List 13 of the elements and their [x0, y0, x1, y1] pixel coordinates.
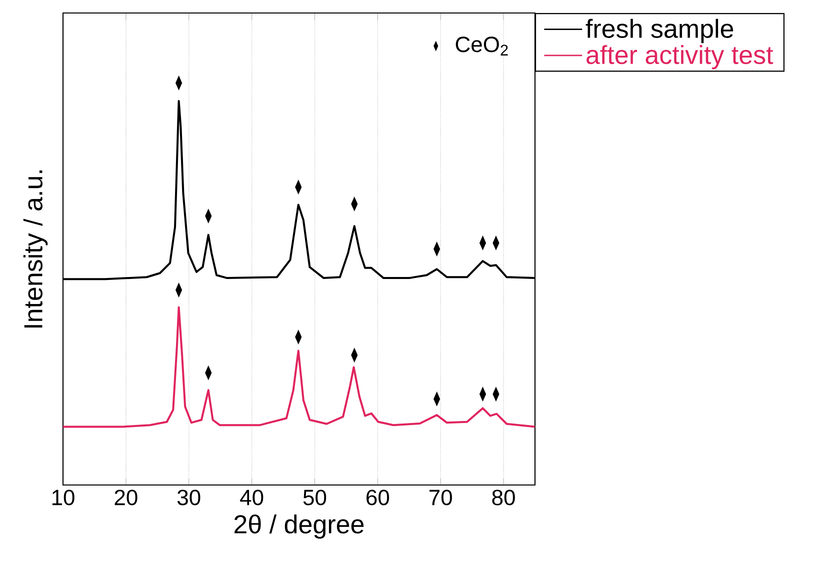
x-tick-label: 20: [114, 490, 138, 506]
x-tick-label: 10: [52, 490, 74, 506]
x-tick-label: 30: [177, 490, 200, 506]
legend-label: CeO$_{2}$: [456, 36, 508, 56]
x-tick-label: 70: [429, 490, 452, 506]
y-axis-title: Intensity / a.u.: [23, 170, 48, 328]
x-tick-label: 50: [303, 490, 326, 506]
x-axis-title: 2θ / degree: [234, 514, 364, 539]
x-tick-label: 60: [366, 490, 390, 506]
x-tick-label: 40: [240, 490, 264, 506]
x-tick-label: 80: [492, 490, 515, 506]
legend-label: after activity test: [586, 45, 774, 70]
legend-label: fresh sample: [586, 18, 734, 44]
